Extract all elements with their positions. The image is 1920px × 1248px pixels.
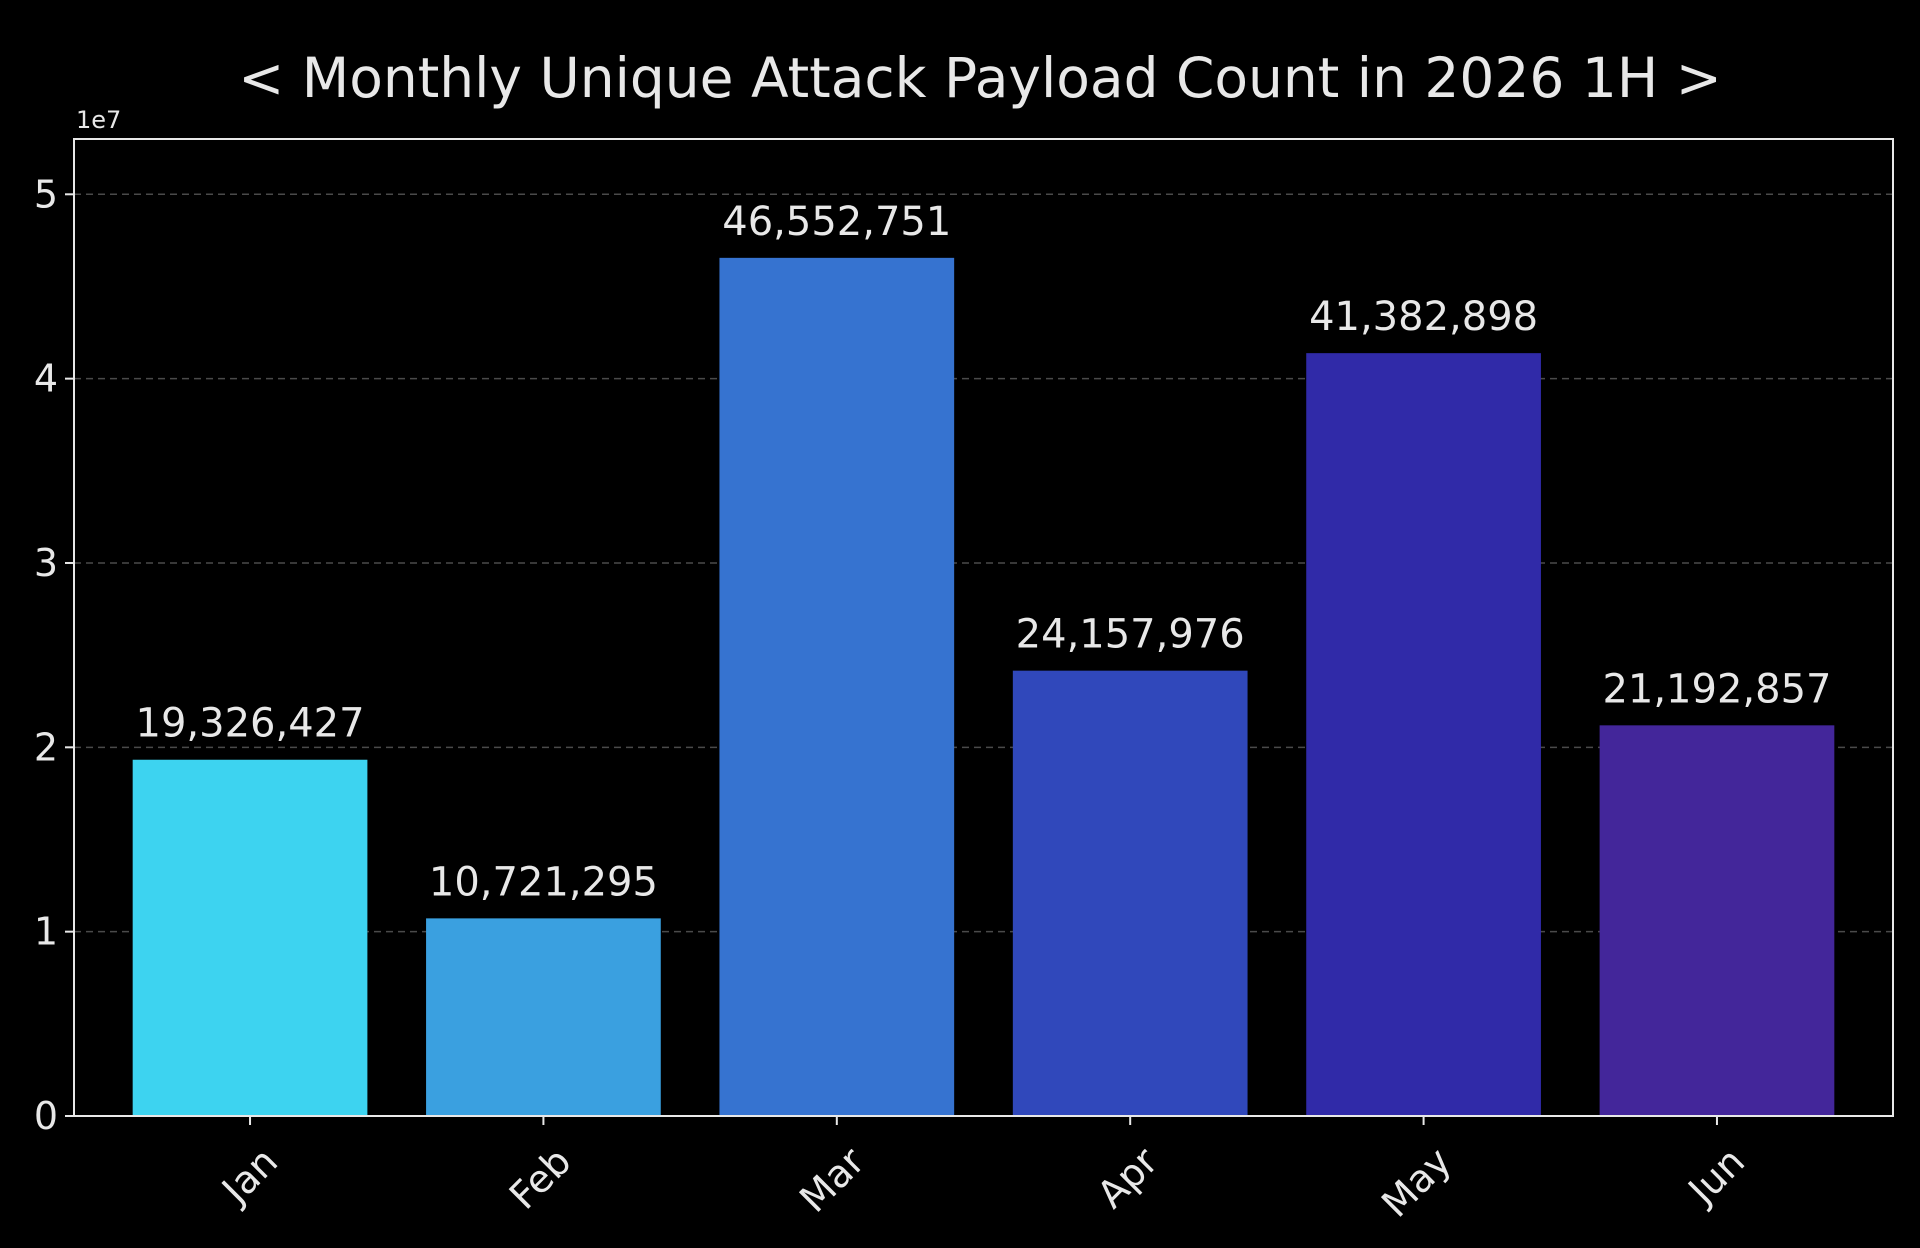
y-tick-label: 4 [34,357,58,401]
bar-feb [426,918,661,1116]
plot-frame [73,138,1894,1117]
chart-title: < Monthly Unique Attack Payload Count in… [238,46,1722,110]
value-labels: 19,326,427 10,721,295 46,552,751 24,157,976… [136,199,1832,906]
y-axis-ticks: 0 1 2 3 4 5 [34,172,74,1138]
y-tick-label: 3 [34,541,58,585]
bar-jun [1599,725,1835,1116]
bar-may [1306,353,1541,1116]
y-tick-label: 1 [34,910,58,954]
value-label: 24,157,976 [1016,612,1245,658]
y-tick-label: 2 [34,725,58,769]
y-tick-label: 5 [34,172,58,216]
y-tick-label: 0 [34,1094,58,1138]
value-label: 10,721,295 [429,859,658,905]
bars [132,257,1835,1116]
bar-jan [132,759,368,1116]
value-label: 46,552,751 [722,199,951,245]
grid-lines [74,193,1893,933]
bar-apr [1012,670,1248,1116]
value-label: 19,326,427 [136,701,365,747]
bar-mar [719,257,955,1116]
y-axis-offset-label: 1e7 [76,106,121,134]
value-label: 21,192,857 [1602,666,1831,712]
value-label: 41,382,898 [1309,294,1538,340]
